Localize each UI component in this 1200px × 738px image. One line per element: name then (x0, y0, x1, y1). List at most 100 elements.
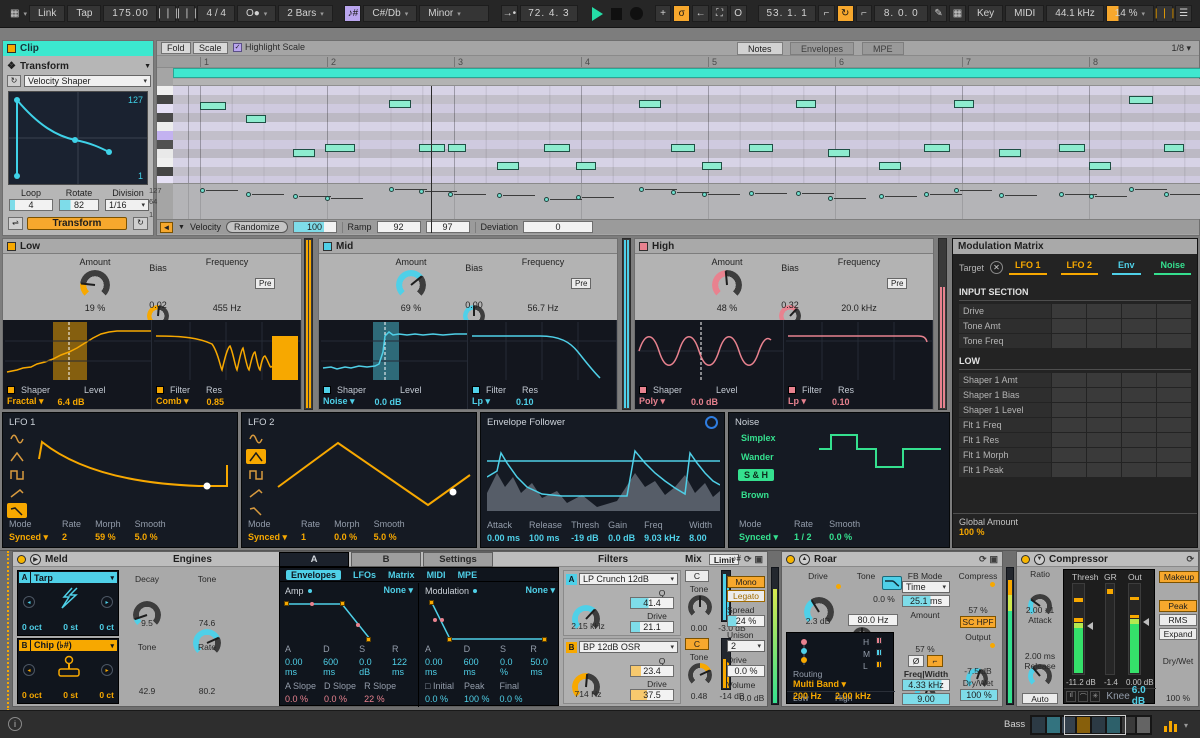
velocity-marker[interactable] (448, 191, 488, 199)
sine-icon[interactable] (246, 431, 266, 446)
matrix-target[interactable]: Env (1111, 260, 1141, 275)
scrub-area[interactable] (173, 79, 1200, 86)
filter-chip[interactable] (472, 386, 480, 394)
ramp-up-icon[interactable] (7, 485, 27, 500)
triangle-icon[interactable] (7, 449, 27, 464)
matrix-cell[interactable] (1052, 388, 1086, 402)
shaper-level[interactable]: 6.4 dB (57, 396, 85, 407)
noise-type-sh[interactable]: S & H (738, 469, 775, 481)
velocity-marker[interactable] (1129, 187, 1169, 194)
matrix-cell[interactable] (1157, 448, 1191, 462)
transfer-curve-icon[interactable]: ⌒ (1078, 690, 1089, 702)
record-button[interactable] (630, 7, 644, 20)
spread-field[interactable]: 24 % (727, 615, 765, 627)
midi-note[interactable] (200, 102, 226, 110)
piano-keys[interactable] (157, 86, 173, 183)
filter-b-badge[interactable]: B (566, 641, 577, 653)
global-amount-value[interactable]: 100 % (959, 527, 985, 537)
midi-note[interactable] (1164, 144, 1184, 152)
matrix-cell[interactable] (1087, 373, 1121, 387)
midi-note[interactable] (246, 115, 266, 123)
punch-in-icon[interactable]: ⌐ (818, 5, 835, 22)
velocity-marker[interactable] (924, 191, 964, 199)
peak-button[interactable]: Peak (1159, 600, 1197, 612)
filter-display[interactable]: Filter Res Lp ▾ 0.10 (468, 320, 617, 409)
transform-tool-menu[interactable]: Velocity Shaper (24, 75, 151, 87)
noise-type-wander[interactable]: Wander (741, 452, 774, 462)
curve-point[interactable] (72, 137, 78, 143)
filter-chip[interactable] (788, 386, 796, 394)
out-handle[interactable] (1143, 618, 1149, 626)
quantize-menu[interactable]: 2 Bars (278, 5, 333, 22)
prev-icon[interactable]: ◂ (23, 596, 35, 608)
band-enable-chip[interactable] (323, 241, 332, 251)
engine-b-oct[interactable]: 0 oct (22, 690, 42, 700)
knee-value[interactable]: 6.0 dB (1131, 685, 1146, 707)
mod-peak[interactable]: 100 % (463, 694, 490, 704)
velocity-marker[interactable] (246, 191, 286, 199)
activity-view-icon[interactable]: ıl (1066, 690, 1077, 702)
matrix-cell[interactable] (1122, 373, 1156, 387)
square-icon[interactable] (7, 467, 27, 482)
matrix-cell[interactable] (1122, 319, 1156, 333)
mono-button[interactable]: Mono (727, 576, 765, 588)
lfo-smooth[interactable]: 5.0 % (373, 532, 397, 542)
loop-length-field[interactable]: 8. 0. 0 (874, 5, 929, 22)
xover-high[interactable]: 2.00 kHz (835, 691, 872, 701)
loop-brace[interactable] (173, 68, 1200, 78)
auto-release-button[interactable]: Auto (1022, 693, 1058, 704)
subtab-lfos[interactable]: LFOs (353, 569, 377, 580)
engine-b-st[interactable]: 0 st (63, 690, 78, 700)
curve-point[interactable] (14, 173, 20, 179)
velocity-marker[interactable] (497, 192, 537, 200)
thresh-handle[interactable] (1087, 622, 1093, 630)
stop-button[interactable] (610, 7, 623, 20)
filter-res[interactable]: 0.10 (516, 396, 534, 407)
loop-start-field[interactable]: 53. 1. 1 (758, 5, 817, 22)
velocity-marker[interactable] (419, 189, 459, 196)
noise-mode-menu[interactable]: Synced ▾ (739, 532, 779, 542)
midi-note[interactable] (879, 162, 901, 170)
matrix-cell[interactable] (1122, 388, 1156, 402)
randomize-button[interactable]: Randomize (225, 221, 288, 233)
amount-knob[interactable] (80, 270, 110, 300)
nudge-up-icon[interactable]: ❘❘❘ (174, 5, 200, 22)
velocity-marker[interactable] (796, 191, 836, 198)
matrix-cell[interactable] (1122, 433, 1156, 447)
expand-icon[interactable]: ▶ (30, 553, 41, 565)
midi-note[interactable] (702, 162, 722, 170)
filter-display[interactable]: Filter Res Lp ▾ 0.10 (784, 320, 933, 409)
ef-width[interactable]: 8.00 (689, 533, 707, 543)
glide-icon[interactable]: ♪# (732, 554, 741, 563)
ef-freq[interactable]: 9.03 kHz (644, 533, 681, 543)
filter-res[interactable]: 0.10 (832, 396, 850, 407)
ramp-up-icon[interactable] (246, 485, 266, 500)
tone-freq-field[interactable]: 80.0 Hz (848, 614, 898, 626)
fb-filter-icon[interactable]: ⌐ (927, 655, 943, 667)
makeup-button[interactable]: Makeup (1159, 571, 1199, 583)
link-button[interactable]: Link (29, 5, 66, 22)
ramp-down-icon[interactable] (7, 503, 27, 518)
beat-time-ruler[interactable]: 1 2 3 4 5 6 7 8 (157, 56, 1199, 68)
loop-value-field[interactable]: 4 (9, 199, 53, 211)
matrix-cell[interactable] (1087, 463, 1121, 477)
level-b-handle[interactable] (735, 660, 741, 668)
mod-initial[interactable]: 0.0 % (425, 694, 449, 704)
amount-knob[interactable] (396, 270, 426, 300)
midi-note[interactable] (639, 100, 661, 108)
engine-a-badge[interactable]: A (19, 572, 30, 583)
legato-button[interactable]: Legato (727, 590, 765, 602)
hot-swap-icon[interactable]: ⟳ (978, 553, 987, 564)
midi-note[interactable] (1129, 96, 1153, 104)
shaper-chip[interactable] (323, 386, 331, 394)
matrix-cell[interactable] (1052, 304, 1086, 318)
shaper-display[interactable]: Shaper Level Noise ▾ 0.0 dB (319, 320, 468, 409)
engine-a-osc-menu[interactable]: Tarp (31, 572, 117, 583)
thresh-meter[interactable] (1072, 583, 1085, 675)
velocity-lane[interactable]: 127 64 1 (149, 183, 1200, 219)
pan-b-button[interactable]: C (685, 638, 709, 650)
lane-collapse-icon[interactable]: ◄ (160, 221, 173, 233)
matrix-cell[interactable] (1157, 388, 1191, 402)
clip-color-chip[interactable] (7, 44, 16, 53)
matrix-cell[interactable] (1087, 403, 1121, 417)
